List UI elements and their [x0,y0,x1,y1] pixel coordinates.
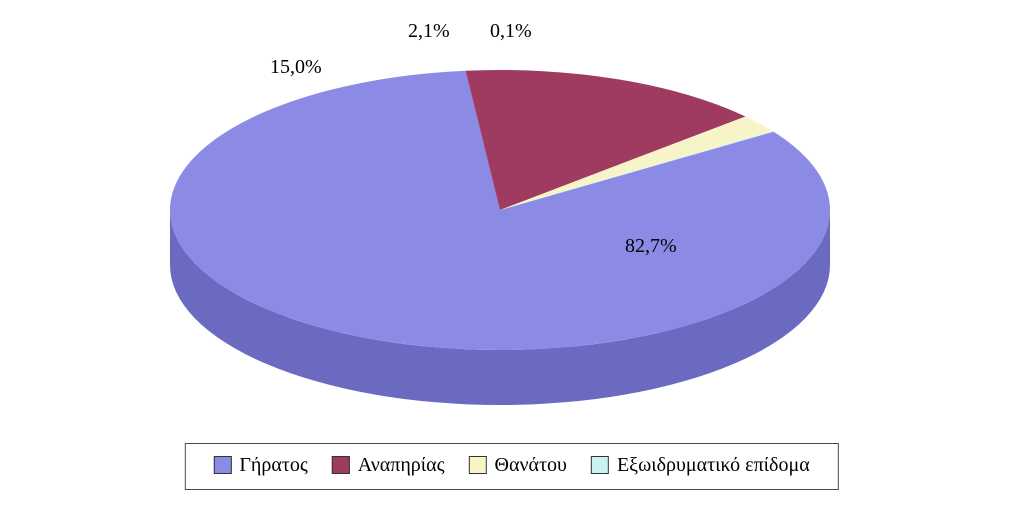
legend-label-anapirias: Αναπηρίας [358,454,445,477]
legend-item-giratos: Γήρατος [213,454,307,477]
slice-label-giratos: 82,7% [625,235,677,258]
legend-label-exoidrymatiko: Εξωιδρυματικό επίδομα [617,454,810,477]
legend-item-anapirias: Αναπηρίας [332,454,445,477]
slice-label-exoidrymatiko: 0,1% [490,20,532,43]
slice-label-anapirias: 15,0% [270,56,322,79]
legend-label-giratos: Γήρατος [239,454,307,477]
legend-swatch-giratos [213,456,231,474]
legend-label-thanatou: Θανάτου [495,454,567,477]
legend-item-thanatou: Θανάτου [469,454,567,477]
slice-label-thanatou: 2,1% [408,20,450,43]
legend-item-exoidrymatiko: Εξωιδρυματικό επίδομα [591,454,810,477]
legend-swatch-anapirias [332,456,350,474]
legend-swatch-thanatou [469,456,487,474]
legend: Γήρατος Αναπηρίας Θανάτου Εξωιδρυματικό … [184,443,838,491]
pie-svg [0,0,1023,430]
legend-swatch-exoidrymatiko [591,456,609,474]
pie-chart-3d: 82,7% 15,0% 2,1% 0,1% Γήρατος Αναπηρίας … [0,0,1023,508]
